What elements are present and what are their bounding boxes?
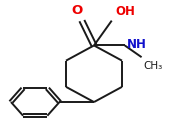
Text: OH: OH [115,5,135,18]
Text: CH₃: CH₃ [143,61,163,71]
Text: O: O [72,4,83,17]
Text: NH: NH [127,38,147,51]
